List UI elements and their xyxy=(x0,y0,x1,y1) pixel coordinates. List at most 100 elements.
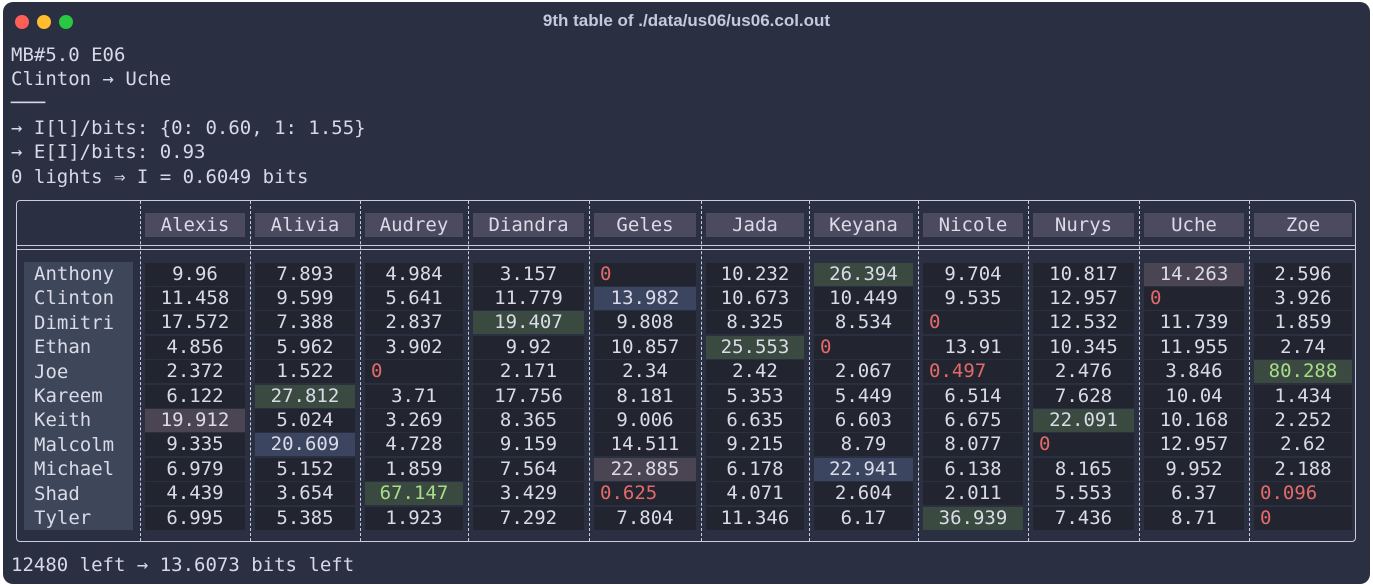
table-cell: 12.957 xyxy=(1144,433,1244,457)
table-cell: 9.335 xyxy=(145,433,245,457)
table-cell: 10.168 xyxy=(1144,408,1244,432)
table-cell: 7.804 xyxy=(594,506,696,530)
header-line: 0 lights ⇒ I = 0.6049 bits xyxy=(11,166,309,188)
column-separator xyxy=(1249,201,1250,541)
table-cell: 6.979 xyxy=(145,457,245,481)
table-cell: 13.982 xyxy=(594,286,696,310)
table-cell: 2.62 xyxy=(1254,433,1352,457)
table-cell: 0 xyxy=(814,335,913,359)
table-cell: 6.178 xyxy=(706,457,804,481)
table-cell: 3.429 xyxy=(473,482,584,506)
table-cell: 2.188 xyxy=(1254,457,1352,481)
table-cell: 10.673 xyxy=(706,286,804,310)
column-header: Alivia xyxy=(255,213,355,237)
table-cell: 8.534 xyxy=(814,311,913,335)
table-cell: 8.165 xyxy=(1033,457,1134,481)
row-name: Joe xyxy=(34,360,69,383)
header-line: MB#5.0 E06 xyxy=(11,44,126,66)
column-header: Jada xyxy=(706,213,804,237)
row-name: Dimitri xyxy=(34,311,115,334)
table-cell: 6.603 xyxy=(814,408,913,432)
table-cell: 0 xyxy=(1254,506,1352,530)
table-cell: 7.292 xyxy=(473,506,584,530)
column-header: Audrey xyxy=(365,213,463,237)
table-cell: 3.71 xyxy=(365,384,463,408)
table-cell: 10.04 xyxy=(1144,384,1244,408)
table-cell: 5.553 xyxy=(1033,482,1134,506)
window-title: 9th table of ./data/us06/us06.col.out xyxy=(542,11,831,30)
column-separator xyxy=(468,201,469,541)
table-cell: 0.096 xyxy=(1254,482,1352,506)
table-cell: 11.458 xyxy=(145,286,245,310)
table-cell: 4.728 xyxy=(365,433,463,457)
title-bar: 9th table of ./data/us06/us06.col.out xyxy=(3,2,1370,38)
table-cell: 9.808 xyxy=(594,311,696,335)
table-cell: 0.497 xyxy=(923,360,1023,384)
table-cell: 9.952 xyxy=(1144,457,1244,481)
row-name: Tyler xyxy=(34,507,92,529)
maximize-button[interactable] xyxy=(59,15,73,29)
table-cell: 13.91 xyxy=(923,335,1023,359)
table-cell: 1.522 xyxy=(255,360,355,384)
table-cell: 2.42 xyxy=(706,360,804,384)
table-cell: 10.232 xyxy=(706,262,804,286)
status-footer: 12480 left → 13.6073 bits left xyxy=(11,554,355,576)
column-header: Keyana xyxy=(814,213,913,237)
table-cell: 5.641 xyxy=(365,286,463,310)
table-cell: 0 xyxy=(365,360,463,384)
table-cell: 11.779 xyxy=(473,286,584,310)
table-cell: 3.902 xyxy=(365,335,463,359)
table-cell: 1.859 xyxy=(1254,311,1352,335)
minimize-button[interactable] xyxy=(37,15,51,29)
column-header: Alexis xyxy=(145,213,245,237)
table-cell: 2.604 xyxy=(814,482,913,506)
table-cell: 2.011 xyxy=(923,482,1023,506)
header-separator xyxy=(17,245,1355,246)
table-cell: 8.181 xyxy=(594,384,696,408)
table-cell: 5.353 xyxy=(706,384,804,408)
header-line: → I[l]/bits: {0: 0.60, 1: 1.55} xyxy=(11,117,366,139)
table-cell: 4.439 xyxy=(145,482,245,506)
table-cell: 8.077 xyxy=(923,433,1023,457)
table-cell: 10.857 xyxy=(594,335,696,359)
table-cell: 8.71 xyxy=(1144,506,1244,530)
table-cell: 2.596 xyxy=(1254,262,1352,286)
table-cell: 9.535 xyxy=(923,286,1023,310)
table-cell: 1.923 xyxy=(365,506,463,530)
table-cell: 14.263 xyxy=(1144,262,1244,286)
table-cell: 2.252 xyxy=(1254,408,1352,432)
table-cell: 8.79 xyxy=(814,433,913,457)
table-cell: 4.071 xyxy=(706,482,804,506)
column-header: Nicole xyxy=(923,213,1023,237)
table-cell: 7.564 xyxy=(473,457,584,481)
table-cell: 11.739 xyxy=(1144,311,1244,335)
table-cell: 0 xyxy=(1033,433,1134,457)
row-name: Ethan xyxy=(34,336,92,359)
table-cell: 6.514 xyxy=(923,384,1023,408)
table-cell: 6.17 xyxy=(814,506,913,530)
table-cell: 17.756 xyxy=(473,384,584,408)
table-cell: 19.912 xyxy=(145,408,245,432)
table-cell: 0 xyxy=(594,262,696,286)
table-cell: 4.856 xyxy=(145,335,245,359)
table-cell: 11.955 xyxy=(1144,335,1244,359)
table-cell: 5.385 xyxy=(255,506,355,530)
table-cell: 9.704 xyxy=(923,262,1023,286)
close-button[interactable] xyxy=(15,15,29,29)
table-cell: 80.288 xyxy=(1254,360,1352,384)
table-cell: 10.449 xyxy=(814,286,913,310)
table-cell: 2.372 xyxy=(145,360,245,384)
column-header: Diandra xyxy=(473,213,584,237)
table-cell: 11.346 xyxy=(706,506,804,530)
table-cell: 0 xyxy=(923,311,1023,335)
column-header: Uche xyxy=(1144,213,1244,237)
table-cell: 3.157 xyxy=(473,262,584,286)
table-cell: 6.635 xyxy=(706,408,804,432)
table-cell: 9.599 xyxy=(255,286,355,310)
table-cell: 3.654 xyxy=(255,482,355,506)
table-cell: 7.628 xyxy=(1033,384,1134,408)
column-header: Zoe xyxy=(1254,213,1352,237)
column-header: Geles xyxy=(594,213,696,237)
row-name: Shad xyxy=(34,482,80,505)
table-cell: 1.434 xyxy=(1254,384,1352,408)
